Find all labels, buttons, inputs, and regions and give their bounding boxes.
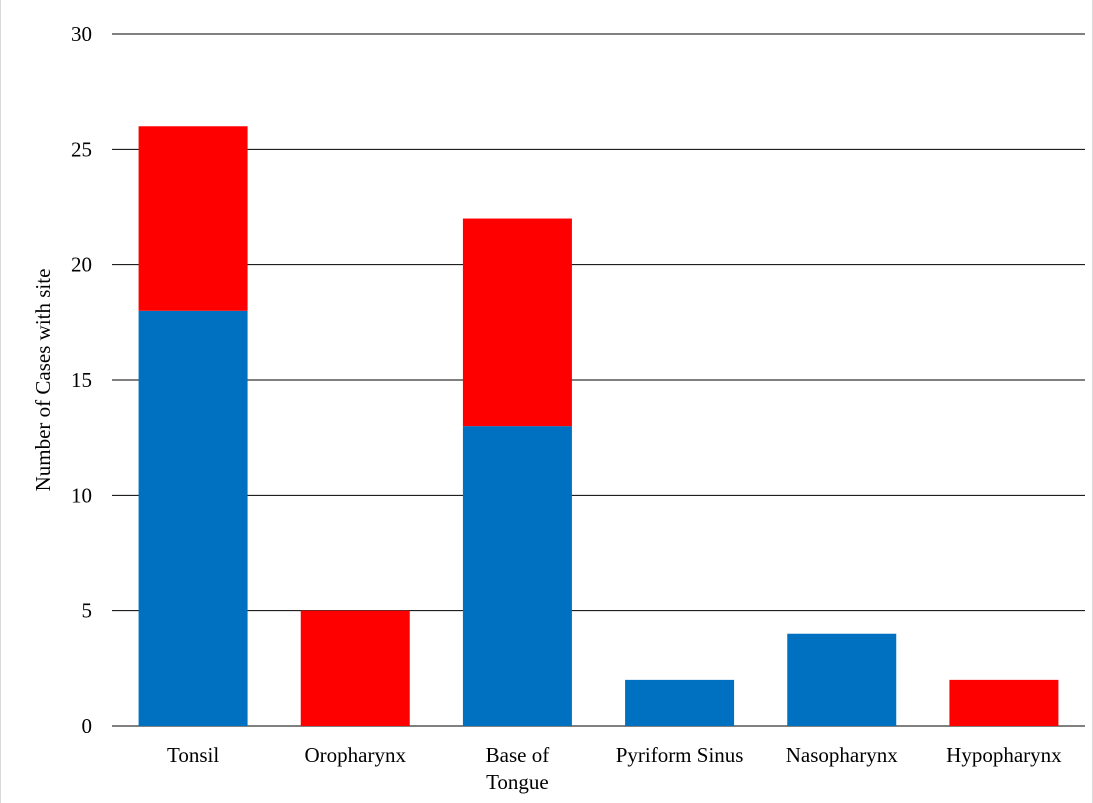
bar-segment (462, 426, 572, 726)
x-category-label: Base of Tongue (486, 743, 550, 794)
y-tick-label: 5 (82, 599, 93, 623)
bar-segment (949, 679, 1059, 726)
bar-segment (787, 633, 897, 726)
bar-segment (138, 310, 248, 726)
x-category-label: Nasopharynx (786, 743, 898, 767)
y-axis-title: Number of Cases with site (31, 269, 55, 492)
y-tick-label: 25 (71, 137, 92, 161)
bar-segment (138, 126, 248, 311)
x-category-label: Tonsil (167, 743, 219, 767)
bar-segment (300, 610, 410, 726)
y-axis-tick-labels: 0 5 10 15 20 25 30 (71, 22, 92, 738)
x-category-label: Pyriform Sinus (616, 743, 744, 767)
y-tick-label: 10 (71, 483, 92, 507)
bars (138, 126, 1059, 726)
x-category-label: Oropharynx (305, 743, 407, 767)
bar-segment (462, 218, 572, 427)
x-category-label: Hypopharynx (946, 743, 1062, 767)
gridlines (112, 33, 1085, 727)
y-tick-label: 30 (71, 22, 92, 46)
x-axis-category-labels: Tonsil Oropharynx Base of Tongue Pyriform Si… (167, 743, 1062, 794)
bar-segment (625, 679, 735, 726)
y-tick-label: 0 (82, 714, 93, 738)
y-tick-label: 15 (71, 368, 92, 392)
y-tick-label: 20 (71, 253, 92, 277)
